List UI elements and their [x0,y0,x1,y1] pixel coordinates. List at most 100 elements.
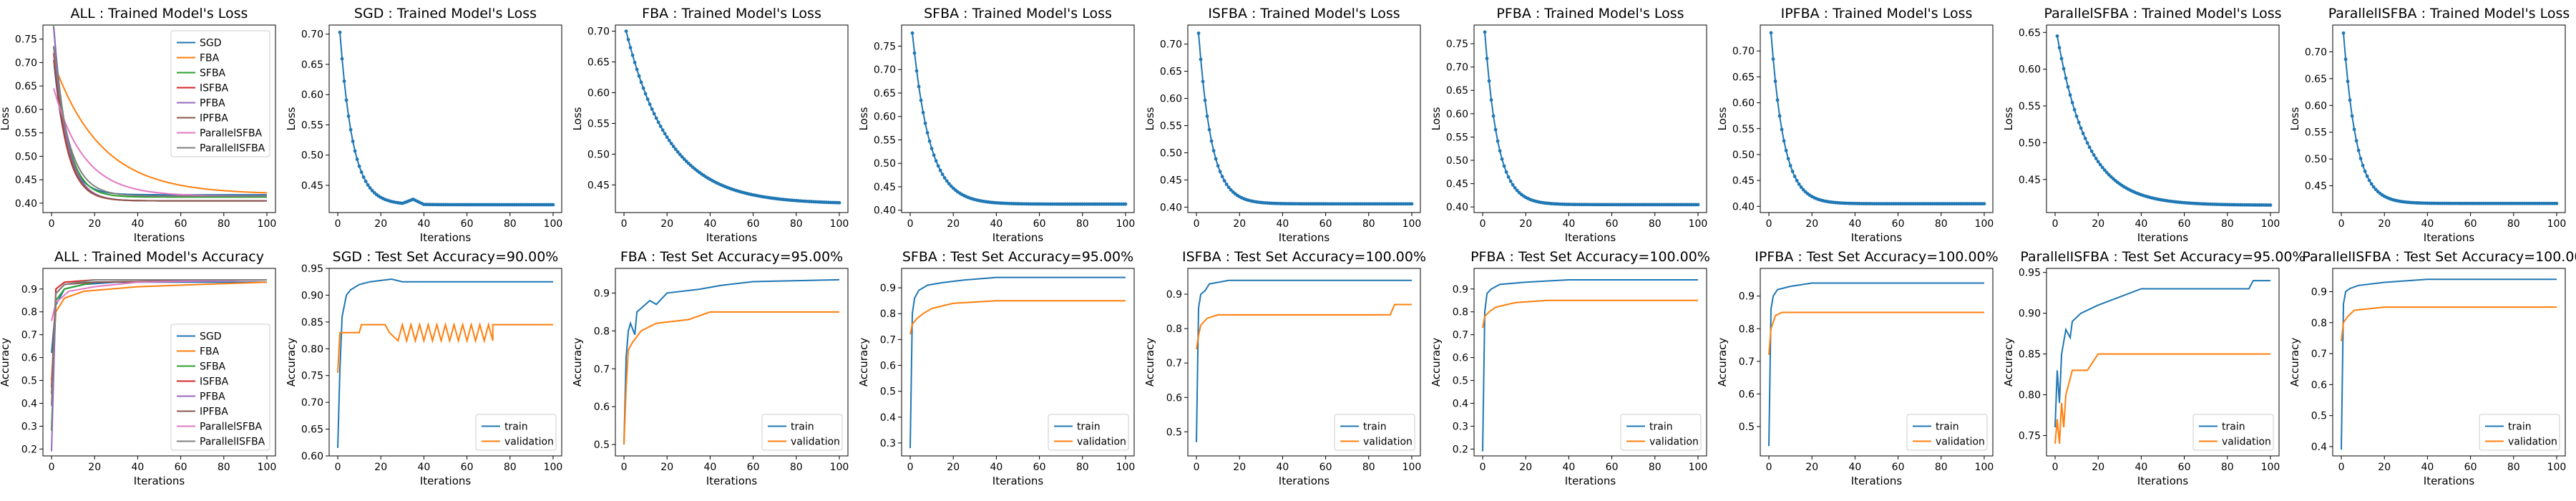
series-group [624,29,841,205]
x-tick-label: 0 [907,462,914,473]
chart-panel-14: ISFBA : Test Set Accuracy=100.00% 0 20 40 60… [1143,249,1426,487]
data-point [654,116,658,120]
y-tick-label: 0.3 [21,421,37,432]
x-tick-label: 100 [830,462,849,473]
axes-frame [901,24,1135,213]
series-group [1196,279,1412,442]
data-point [342,79,346,83]
axes-frame [901,268,1135,457]
y-tick-label: 0.65 [15,81,37,92]
data-point [1773,79,1777,83]
data-point [2365,174,2369,178]
y-tick-label: 0.7 [594,364,610,375]
y-tick-label: 0.50 [1160,147,1182,159]
data-point [2057,46,2062,50]
data-point [357,164,361,168]
legend-label: train [1363,422,1387,433]
x-tick-label: 80 [1362,462,1375,473]
y-tick-label: 0.55 [1160,120,1182,132]
legend: SGD FBA SFBA ISFBA PFBA IPFBA ParallelSFBA Para… [170,324,270,451]
x-tick-label: 80 [2221,218,2234,230]
y-tick-label: 0.9 [1739,291,1755,303]
x-tick-label: 60 [1606,218,1619,230]
series-group [2341,278,2557,450]
series-group [338,30,555,207]
data-point [940,172,945,177]
data-point [1769,31,1773,35]
data-point [641,86,645,90]
x-tick-label: 60 [2178,462,2191,473]
data-point [669,142,673,145]
data-point [932,153,936,157]
legend: train validation [1906,414,1988,451]
data-point [1508,179,1513,183]
x-axis-label: Iterations [420,475,472,487]
y-tick-label: 0.70 [15,57,37,69]
data-point [2098,162,2102,167]
x-tick-label: 20 [1805,462,1818,473]
y-tick-label: 0.7 [21,330,37,341]
y-tick-label: 0.40 [1732,201,1755,213]
series-group [2054,280,2270,444]
data-point [930,147,934,150]
data-point [2268,203,2273,207]
x-tick-label: 0 [2338,462,2345,473]
x-axis-label: Iterations [134,475,185,487]
y-tick-label: 0.8 [1453,307,1468,318]
data-point [680,155,684,159]
data-point [667,138,671,142]
data-point [1229,188,1233,192]
y-tick-label: 0.65 [1732,72,1755,83]
y-tick-label: 0.45 [587,180,610,191]
y-tick-label: 0.55 [874,135,896,146]
x-axis-label: Iterations [1565,475,1616,487]
y-axis-label: Accuracy [0,338,11,387]
y-axis-label: Accuracy [1143,338,1156,387]
legend-label: validation [1649,437,1699,448]
x-tick-label: 40 [1562,462,1575,473]
y-tick-label: 0.55 [1446,132,1468,143]
y-tick-label: 0.8 [1739,324,1755,335]
chart-panel-6: PFBA : Trained Model's Loss 0 20 40 60 80 100 0… [1430,6,1707,244]
chart-panel-4: SFBA : Trained Model's Loss 0 20 40 60 80 100 0… [857,6,1135,244]
x-tick-label: 60 [1033,462,1046,473]
axes-frame [615,268,849,457]
legend-label: FBA [200,53,220,64]
series-group [1196,31,1414,206]
data-point [1780,127,1784,132]
y-tick-label: 0.80 [301,344,323,355]
chart-title: ParallelISFBA : Test Set Accuracy=95.00% [2020,249,2305,265]
data-point [658,125,663,128]
series-line-FBA [53,62,268,194]
chart-title: ParallelSFBA : Trained Model's Loss [2044,6,2282,21]
y-axis-label: Loss [571,107,584,130]
data-point [353,149,357,153]
data-point [1493,127,1498,132]
data-point [637,74,641,78]
data-point [2062,67,2066,71]
x-tick-label: 80 [1362,218,1375,230]
x-tick-label: 0 [1480,462,1486,473]
legend: train validation [2479,414,2560,451]
series-group [51,279,268,452]
data-point [1485,57,1489,61]
legend-label: ISFBA [200,83,229,94]
data-point [1799,185,1803,189]
axes-frame [328,24,562,213]
series-line-train [1482,279,1698,452]
x-tick-label: 100 [1975,462,1994,473]
y-tick-label: 0.8 [2311,318,2327,329]
data-point [910,31,914,35]
x-tick-label: 20 [1805,218,1818,230]
y-tick-label: 0.70 [1446,62,1468,74]
y-tick-label: 0.60 [874,112,896,123]
data-point [2074,115,2079,118]
data-point [1788,164,1792,167]
y-tick-label: 0.60 [1732,98,1755,110]
x-tick-label: 40 [703,462,716,473]
y-tick-label: 0.40 [1446,202,1468,213]
axes-frame [1473,268,1707,457]
data-point [366,183,370,187]
data-point [1209,139,1214,143]
axes-frame [1760,268,1994,457]
